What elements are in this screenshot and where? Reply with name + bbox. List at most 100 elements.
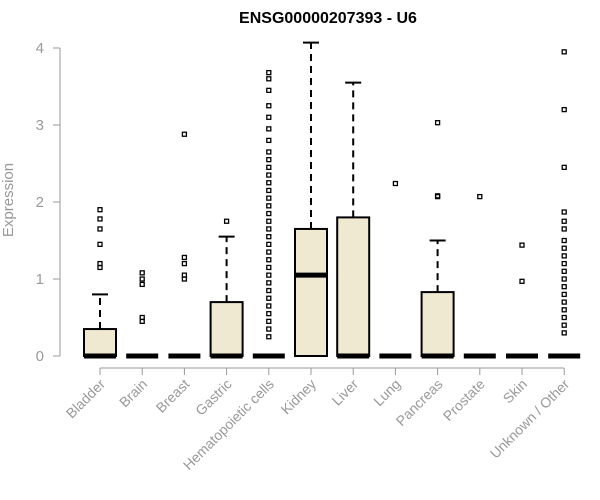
outlier-point bbox=[181, 272, 188, 278]
outlier-point bbox=[561, 245, 567, 251]
x-tick-label: Breast bbox=[153, 376, 193, 416]
outlier-point bbox=[561, 314, 567, 321]
outlier-point bbox=[139, 314, 145, 321]
outlier-point bbox=[266, 172, 272, 178]
x-tick-label: Unknown / Other bbox=[487, 376, 573, 462]
outlier-point bbox=[561, 218, 567, 224]
outlier-point bbox=[181, 254, 188, 261]
y-tick-label: 0 bbox=[36, 348, 44, 365]
box-group bbox=[168, 131, 201, 359]
outlier-point bbox=[434, 120, 441, 126]
boxes bbox=[83, 41, 581, 359]
outlier-point bbox=[561, 330, 567, 336]
outlier-point bbox=[561, 260, 567, 267]
y-tick-label: 1 bbox=[36, 271, 44, 288]
outlier-point bbox=[266, 164, 272, 171]
outlier-point bbox=[266, 69, 272, 76]
x-tick-label: Pancreas bbox=[393, 376, 446, 429]
x-tick-label: Brain bbox=[116, 376, 150, 410]
outlier-point bbox=[266, 272, 272, 278]
outlier-point bbox=[266, 210, 272, 217]
box-body bbox=[336, 216, 371, 357]
outlier-point bbox=[561, 237, 567, 244]
box-group bbox=[294, 41, 328, 357]
outlier-point bbox=[266, 226, 272, 232]
x-tick-label: Prostate bbox=[440, 376, 488, 424]
outlier-point bbox=[97, 241, 103, 248]
outlier-point bbox=[266, 241, 272, 248]
box-group bbox=[209, 218, 244, 359]
outlier-point bbox=[139, 281, 145, 288]
outlier-point bbox=[266, 103, 272, 109]
y-tick-label: 3 bbox=[36, 117, 44, 134]
outlier-point bbox=[97, 260, 103, 267]
outlier-point bbox=[266, 257, 272, 263]
box-body bbox=[83, 328, 117, 357]
outlier-point bbox=[266, 180, 272, 186]
box-group bbox=[126, 270, 159, 359]
outlier-point bbox=[561, 268, 567, 274]
x-tick-label: Bladder bbox=[63, 376, 109, 422]
outlier-point bbox=[266, 334, 272, 340]
outlier-point bbox=[561, 307, 567, 313]
y-tick-label: 4 bbox=[36, 40, 44, 57]
box-group bbox=[252, 69, 285, 359]
outlier-point bbox=[561, 164, 567, 171]
outlier-point bbox=[266, 195, 272, 201]
outlier-point bbox=[266, 149, 272, 155]
outlier-point bbox=[434, 193, 441, 199]
outlier-point bbox=[266, 287, 272, 294]
outlier-point bbox=[477, 193, 483, 200]
outlier-point bbox=[97, 207, 103, 213]
outlier-point bbox=[139, 276, 145, 282]
outlier-point bbox=[561, 291, 567, 298]
box-group bbox=[379, 180, 412, 359]
outlier-point bbox=[266, 187, 272, 194]
outlier-point bbox=[97, 226, 103, 232]
outlier-point bbox=[561, 226, 567, 232]
outlier-point bbox=[266, 303, 272, 309]
box-body bbox=[209, 301, 244, 358]
outlier-point bbox=[561, 209, 567, 215]
box-body bbox=[420, 291, 455, 357]
outlier-point bbox=[519, 242, 525, 248]
y-axis: 0 1 2 3 4 bbox=[36, 40, 61, 365]
outlier-point bbox=[266, 218, 272, 224]
outlier-point bbox=[266, 249, 272, 255]
box-group bbox=[506, 242, 538, 359]
box-group bbox=[336, 81, 371, 359]
box-body bbox=[294, 227, 328, 357]
box-group bbox=[83, 207, 117, 359]
outlier-point bbox=[97, 216, 103, 222]
x-tick-label: Lung bbox=[370, 376, 403, 409]
outlier-point bbox=[561, 322, 567, 328]
outlier-point bbox=[266, 264, 272, 271]
x-tick-label: Skin bbox=[500, 376, 531, 407]
box-group bbox=[548, 49, 581, 359]
x-tick-label: Kidney bbox=[278, 376, 320, 418]
chart-title: ENSG00000207393 - U6 bbox=[239, 10, 417, 27]
outlier-point bbox=[139, 270, 145, 276]
outlier-point bbox=[392, 180, 399, 187]
outlier-point bbox=[181, 131, 188, 137]
outlier-point bbox=[266, 76, 272, 82]
outlier-point bbox=[266, 326, 272, 332]
box-group bbox=[420, 120, 455, 359]
x-tick-label: Liver bbox=[329, 376, 362, 409]
outlier-point bbox=[266, 318, 272, 325]
y-axis-label: Expression bbox=[0, 163, 17, 237]
outlier-point bbox=[266, 310, 272, 317]
outlier-point bbox=[223, 218, 230, 224]
outlier-point bbox=[266, 114, 272, 120]
outlier-point bbox=[181, 260, 188, 267]
outlier-point bbox=[561, 284, 567, 290]
outlier-point bbox=[561, 253, 567, 259]
outlier-point bbox=[561, 276, 567, 282]
outlier-point bbox=[266, 126, 272, 132]
outlier-point bbox=[266, 280, 272, 286]
outlier-point bbox=[266, 203, 272, 209]
outlier-point bbox=[266, 233, 272, 240]
outlier-point bbox=[266, 87, 272, 93]
